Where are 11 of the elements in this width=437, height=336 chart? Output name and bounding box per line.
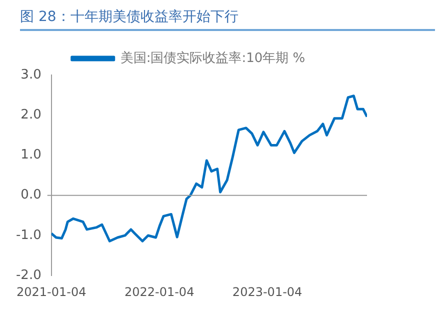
y-tick-label: 1.0 [20,148,42,163]
y-tick-label: 3.0 [20,67,42,82]
legend-label: 美国:国债实际收益率:10年期 % [120,50,306,66]
y-tick-label: 2.0 [20,107,42,122]
x-tick-label: 2023-01-04 [232,284,302,299]
x-tick-label: 2022-01-04 [124,284,194,299]
x-tick-label: 2021-01-04 [16,284,86,299]
y-tick-label: -2.0 [16,268,42,283]
y-tick-label: 0.0 [20,188,42,203]
y-tick-label: -1.0 [16,228,42,243]
chart-title: 图 28：十年期美债收益率开始下行 [20,8,435,31]
